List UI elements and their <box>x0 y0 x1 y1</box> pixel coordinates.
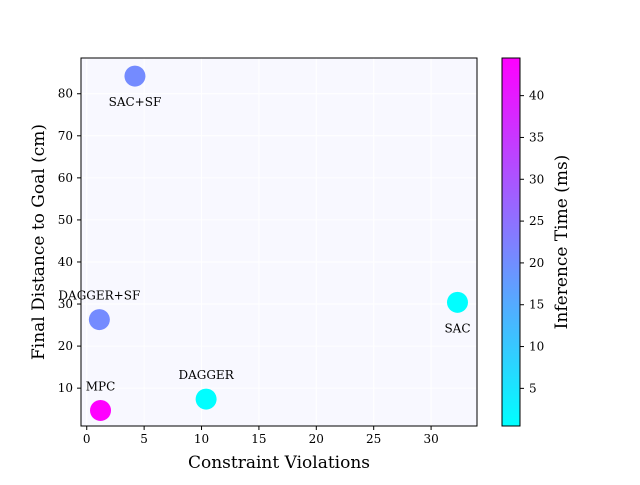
colorbar-tick-label: 15 <box>529 298 544 312</box>
x-tick-label: 10 <box>194 432 209 446</box>
y-axis-label: Final Distance to Goal (cm) <box>29 124 49 360</box>
y-tick-label: 80 <box>58 87 73 101</box>
x-tick-label: 25 <box>366 432 381 446</box>
plot-area-background <box>81 58 477 426</box>
point-label: MPC <box>86 379 116 393</box>
x-tick-label: 0 <box>83 432 91 446</box>
colorbar-tick-label: 10 <box>529 340 544 354</box>
grid <box>81 58 477 426</box>
x-tick-label: 20 <box>309 432 324 446</box>
y-tick-label: 40 <box>58 255 73 269</box>
x-axis-label: Constraint Violations <box>188 453 370 473</box>
x-tick-label: 30 <box>423 432 438 446</box>
x-axis-ticks: 0 5 10 15 20 25 30 <box>83 426 439 446</box>
scatter-point <box>195 388 217 410</box>
point-label: SAC+SF <box>109 95 162 109</box>
colorbar-tick-label: 30 <box>529 172 544 186</box>
y-tick-label: 10 <box>58 381 73 395</box>
scatter-points: SAC+SF DAGGER+SF SAC DAGGER MPC <box>58 65 471 421</box>
point-label: DAGGER+SF <box>58 289 140 303</box>
scatter-point <box>88 309 110 331</box>
y-axis-ticks: 10 20 30 40 50 60 70 80 <box>58 87 81 395</box>
colorbar-tick-label: 20 <box>529 256 544 270</box>
colorbar-tick-label: 25 <box>529 214 544 228</box>
y-tick-label: 70 <box>58 129 73 143</box>
scatter-point <box>446 291 468 313</box>
y-tick-label: 50 <box>58 213 73 227</box>
scatter-point <box>90 399 112 421</box>
colorbar-tick-label: 40 <box>529 89 544 103</box>
colorbar <box>501 57 521 427</box>
x-tick-label: 5 <box>140 432 148 446</box>
plot-area-frame <box>80 57 478 427</box>
colorbar-tick-label: 5 <box>529 381 537 395</box>
y-tick-label: 30 <box>58 297 73 311</box>
colorbar-tick-label: 35 <box>529 130 544 144</box>
point-label: DAGGER <box>178 368 234 382</box>
y-tick-label: 60 <box>58 171 73 185</box>
y-tick-label: 20 <box>58 339 73 353</box>
scatter-point <box>124 65 146 87</box>
colorbar-ticks: 5 10 15 20 25 30 35 40 <box>520 89 544 395</box>
colorbar-label: Inference Time (ms) <box>552 155 572 330</box>
x-tick-label: 15 <box>251 432 266 446</box>
point-label: SAC <box>444 321 470 335</box>
